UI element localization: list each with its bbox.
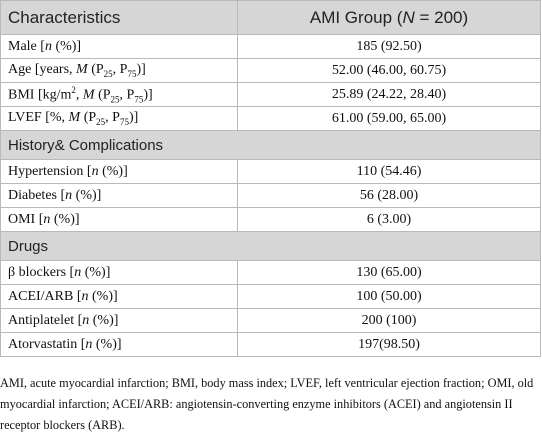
row-label: β blockers [n (%)] <box>0 260 238 285</box>
text: LVEF [%, <box>8 110 69 126</box>
text: )] <box>136 62 146 78</box>
row: Male [n (%)] 185 (92.50) <box>0 34 541 59</box>
italic-text: n <box>44 38 52 54</box>
row-label: Diabetes [n (%)] <box>0 183 238 208</box>
text: AMI Group ( <box>309 7 403 27</box>
row-label: BMI [kg/m2, M (P25, P75)] <box>0 82 238 107</box>
text: )] <box>143 87 153 103</box>
italic-text: n <box>65 187 73 203</box>
row-value: 130 (65.00) <box>237 260 541 285</box>
text: Male [ <box>8 38 45 54</box>
italic-text: N <box>402 7 415 27</box>
text: (%)] <box>50 211 80 227</box>
row-label: Antiplatelet [n (%)] <box>0 308 238 333</box>
italic-text: n <box>43 211 51 227</box>
italic-text: M <box>76 62 88 78</box>
row-value: 61.00 (59.00, 65.00) <box>237 106 541 131</box>
superscript: 2 <box>71 84 76 95</box>
text: (%)] <box>72 187 102 203</box>
italic-text: M <box>82 87 95 103</box>
row-value: 200 (100) <box>237 308 541 333</box>
row-label: Atorvastatin [n (%)] <box>0 332 238 357</box>
text: )] <box>128 110 139 126</box>
italic-text: n <box>74 264 82 280</box>
row-value: 100 (50.00) <box>237 284 541 309</box>
subscript: 25 <box>103 68 113 79</box>
row: Age [years, M (P25, P75)] 52.00 (46.00, 6… <box>0 58 541 83</box>
header-cell: Characteristics <box>0 0 238 35</box>
row-label: LVEF [%, M (P25, P75)] <box>0 106 238 131</box>
subscript: 25 <box>110 94 120 105</box>
text: Age [years, <box>8 62 77 78</box>
row: History& Complications <box>0 130 541 160</box>
section-label: Drugs <box>0 231 541 261</box>
text: (%)] <box>98 163 128 179</box>
subscript: 75 <box>119 116 129 127</box>
row-value: 185 (92.50) <box>237 34 541 59</box>
footnote: AMI, acute myocardial infarction; BMI, b… <box>0 376 534 432</box>
text: (%)] <box>89 312 119 328</box>
row-label: Male [n (%)] <box>0 34 238 59</box>
italic-text: n <box>85 336 93 352</box>
section-label: History& Complications <box>0 130 541 160</box>
row: Diabetes [n (%)] 56 (28.00) <box>0 183 541 208</box>
header-cell: AMI Group (N = 200) <box>237 0 541 35</box>
text: BMI [kg/m <box>8 87 72 103</box>
row: Drugs <box>0 231 541 261</box>
text: (%)] <box>51 38 82 54</box>
text: , <box>75 87 83 103</box>
row-value: 56 (28.00) <box>237 183 541 208</box>
row: LVEF [%, M (P25, P75)] 61.00 (59.00, 65.0… <box>0 106 541 131</box>
italic-text: M <box>68 110 81 126</box>
italic-text: n <box>91 163 99 179</box>
italic-text: n <box>82 312 90 328</box>
text: , P <box>105 110 120 126</box>
row-value: 6 (3.00) <box>237 207 541 232</box>
row: Hypertension [n (%)] 110 (54.46) <box>0 159 541 184</box>
row-label: OMI [n (%)] <box>0 207 238 232</box>
text: β blockers [ <box>8 264 75 280</box>
header-row: Characteristics AMI Group (N = 200) <box>0 0 541 35</box>
row: Antiplatelet [n (%)] 200 (100) <box>0 308 541 333</box>
row: β blockers [n (%)] 130 (65.00) <box>0 260 541 285</box>
row: BMI [kg/m2, M (P25, P75)] 25.89 (24.22, 2… <box>0 82 541 107</box>
text: (P <box>80 110 97 126</box>
row-label: ACEI/ARB [n (%)] <box>0 284 238 309</box>
text: Atorvastatin [ <box>8 336 86 352</box>
text: OMI [ <box>8 211 44 227</box>
text: ACEI/ARB [ <box>8 288 82 304</box>
subscript: 75 <box>134 94 144 105</box>
text: (%)] <box>92 336 122 352</box>
text: Characteristics <box>8 7 121 27</box>
row-value: 110 (54.46) <box>237 159 541 184</box>
text: (%)] <box>81 264 111 280</box>
text: , P <box>112 62 128 78</box>
subscript: 25 <box>96 116 106 127</box>
text: , P <box>119 87 135 103</box>
text: Diabetes [ <box>8 187 66 203</box>
row-label: Age [years, M (P25, P75)] <box>0 58 238 83</box>
table: Characteristics AMI Group (N = 200) Male [… <box>0 0 541 357</box>
row-label: Hypertension [n (%)] <box>0 159 238 184</box>
italic-text: n <box>81 288 89 304</box>
row-value: 197(98.50) <box>237 332 541 357</box>
subscript: 75 <box>127 68 137 79</box>
row-value: 52.00 (46.00, 60.75) <box>237 58 541 83</box>
row: OMI [n (%)] 6 (3.00) <box>0 207 541 232</box>
row: ACEI/ARB [n (%)] 100 (50.00) <box>0 284 541 309</box>
text: (P <box>87 62 104 78</box>
text: Antiplatelet [ <box>8 312 83 328</box>
row-value: 25.89 (24.22, 28.40) <box>237 82 541 107</box>
row: Atorvastatin [n (%)] 197(98.50) <box>0 332 541 357</box>
text: Hypertension [ <box>8 163 92 179</box>
text: (P <box>94 87 111 103</box>
text: = 200) <box>414 7 469 27</box>
text: (%)] <box>88 288 118 304</box>
